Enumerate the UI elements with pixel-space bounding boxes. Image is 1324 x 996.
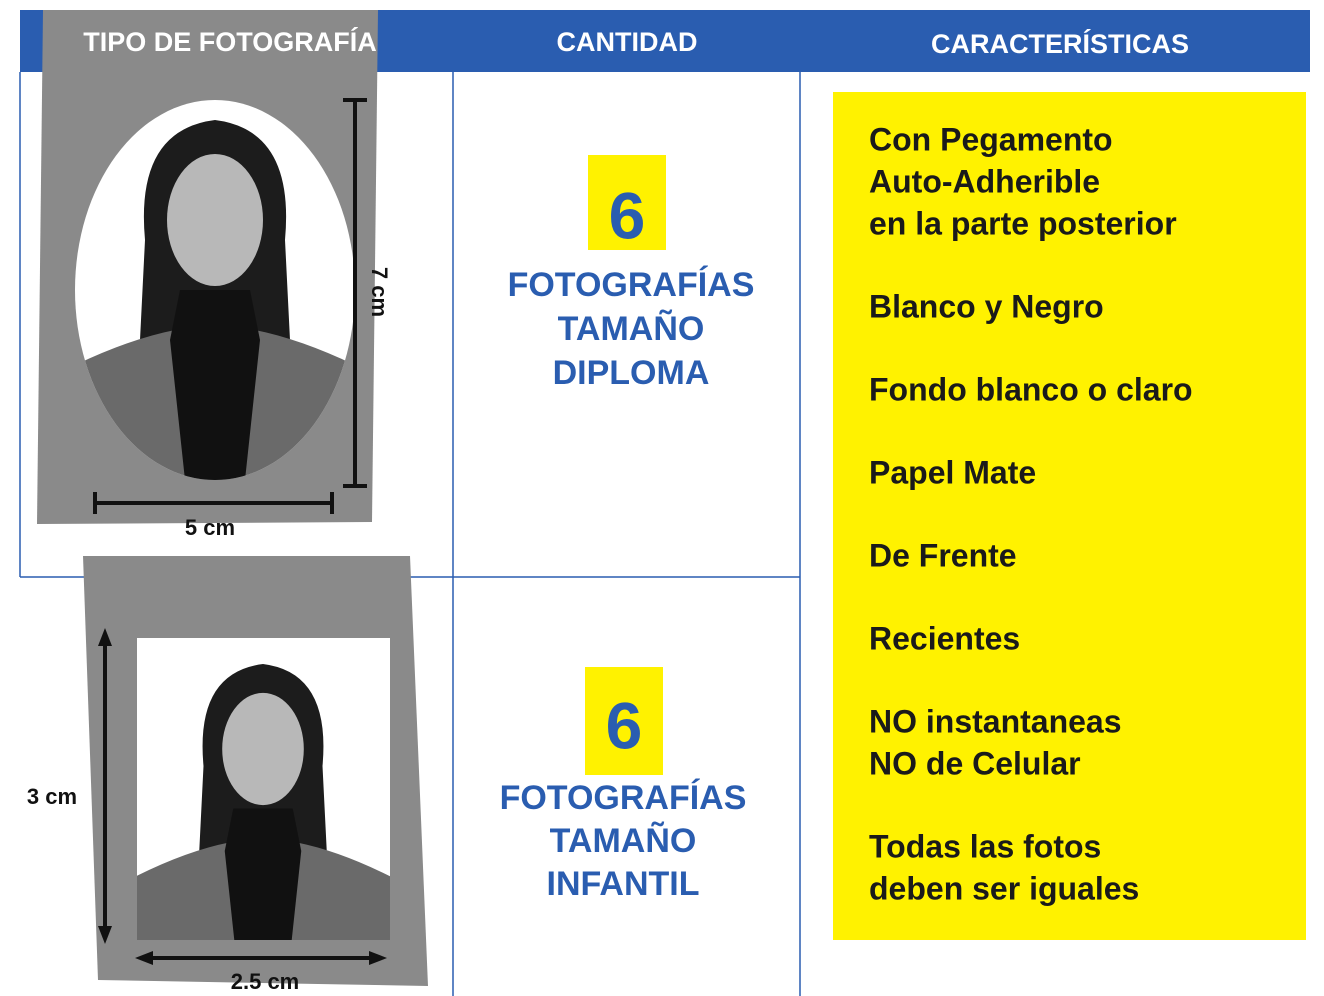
- width-label: 2.5 cm: [231, 969, 300, 994]
- width-label: 5 cm: [185, 515, 235, 540]
- quantity-highlight: [585, 667, 663, 775]
- characteristic: Papel Mate: [869, 454, 1036, 490]
- arrow-head: [98, 628, 112, 646]
- quantity-label: TAMAÑO: [550, 822, 697, 860]
- characteristic: NO de Celular: [869, 745, 1081, 781]
- quantity-highlight: [588, 155, 666, 250]
- arrow-head: [135, 951, 153, 965]
- characteristic: Con Pegamento: [869, 121, 1113, 157]
- height-label: 7 cm: [367, 267, 392, 317]
- quantity: 6: [609, 178, 646, 252]
- arrow-head: [369, 951, 387, 965]
- characteristic: Fondo blanco o claro: [869, 371, 1193, 407]
- characteristics-box: [833, 92, 1306, 940]
- characteristics-list: Con Pegamento Auto-Adherible en la parte p…: [869, 121, 1193, 906]
- column-header: TIPO DE FOTOGRAFÍA: [83, 26, 377, 57]
- quantity: 6: [606, 688, 643, 762]
- arrow-head: [98, 926, 112, 944]
- column-header: CARACTERÍSTICAS: [931, 28, 1189, 59]
- quantity-label: TAMAÑO: [558, 310, 705, 348]
- quantity-label: FOTOGRAFÍAS: [508, 266, 755, 304]
- characteristic: NO instantaneas: [869, 703, 1122, 739]
- characteristic: Recientes: [869, 620, 1020, 656]
- characteristic: en la parte posterior: [869, 205, 1177, 241]
- quantity-label: INFANTIL: [547, 865, 700, 903]
- characteristic: De Frente: [869, 537, 1017, 573]
- characteristic: Todas las fotos: [869, 828, 1101, 864]
- column-header: CANTIDAD: [557, 27, 698, 57]
- characteristic: Auto-Adherible: [869, 163, 1100, 199]
- characteristic: deben ser iguales: [869, 870, 1139, 906]
- quantity-label: DIPLOMA: [553, 354, 710, 392]
- characteristic: Blanco y Negro: [869, 288, 1104, 324]
- height-label: 3 cm: [27, 784, 77, 809]
- quantity-label: FOTOGRAFÍAS: [500, 779, 747, 817]
